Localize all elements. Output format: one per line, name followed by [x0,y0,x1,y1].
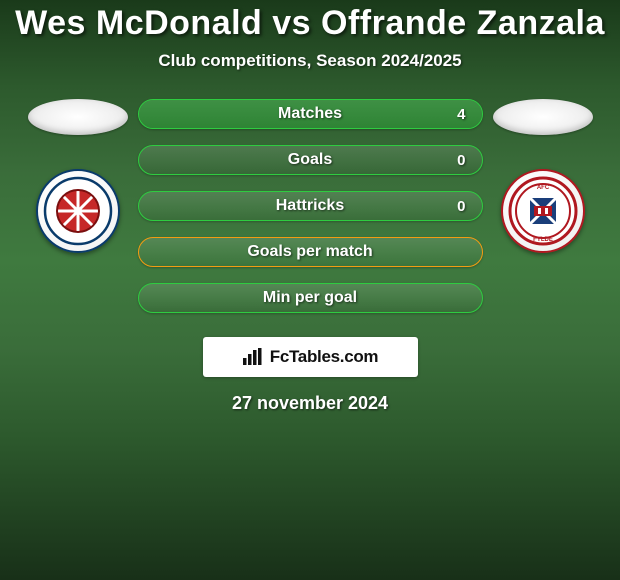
stat-bar-goals: Goals 0 [138,145,483,175]
stat-label: Hattricks [276,197,344,215]
stat-value-right: 0 [457,198,465,215]
right-side: AFC FYLDE [493,99,593,253]
left-side [28,99,128,253]
brand-text: FcTables.com [270,347,379,367]
container: Wes McDonald vs Offrande Zanzala Club co… [0,0,620,580]
stat-label: Matches [278,105,342,123]
stat-value-right: 4 [457,106,465,123]
svg-text:FYLDE: FYLDE [533,237,553,243]
club-badge-left [36,169,120,253]
stat-bar-goals-per-match: Goals per match [138,237,483,267]
stats-column: Matches 4 Goals 0 Hattricks 0 Goals per … [138,99,483,313]
brand-bars-icon [242,348,264,366]
stat-label: Min per goal [263,289,357,307]
subtitle: Club competitions, Season 2024/2025 [158,51,461,71]
club-left-crest-icon [43,176,113,246]
club-badge-right: AFC FYLDE [501,169,585,253]
stat-bar-min-per-goal: Min per goal [138,283,483,313]
stat-value-right: 0 [457,152,465,169]
date-text: 27 november 2024 [232,393,388,414]
stat-label: Goals [288,151,332,169]
svg-text:AFC: AFC [536,185,549,191]
page-title: Wes McDonald vs Offrande Zanzala [15,4,605,43]
player-left-avatar-placeholder [28,99,128,135]
stat-bar-matches: Matches 4 [138,99,483,129]
player-right-avatar-placeholder [493,99,593,135]
club-right-crest-icon: AFC FYLDE [508,176,578,246]
stat-bar-hattricks: Hattricks 0 [138,191,483,221]
main-row: Matches 4 Goals 0 Hattricks 0 Goals per … [0,99,620,313]
brand-box: FcTables.com [203,337,418,377]
stat-label: Goals per match [247,243,372,261]
